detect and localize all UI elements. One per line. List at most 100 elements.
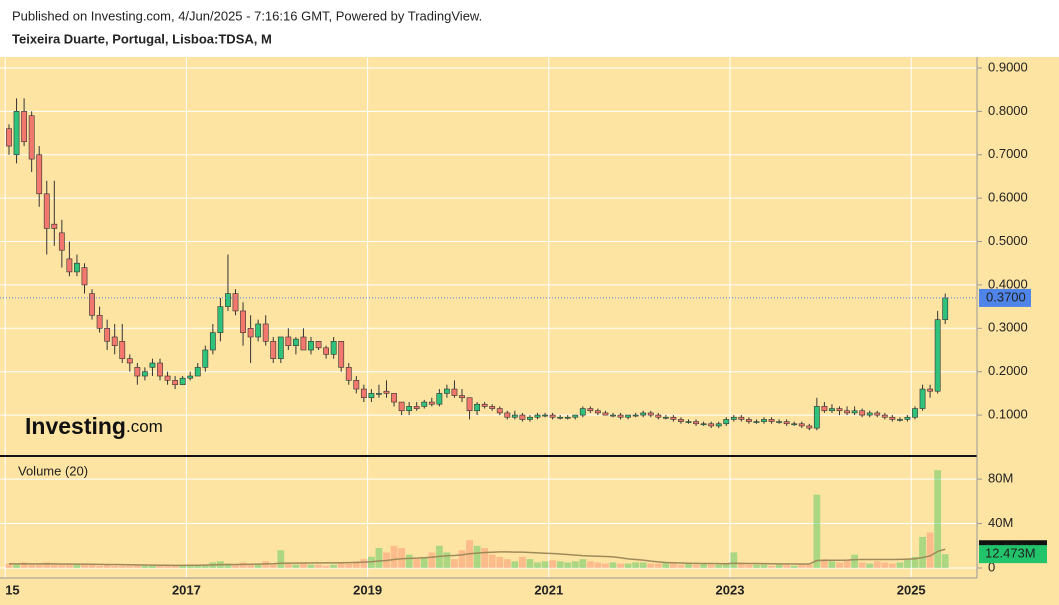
candle-body [715,423,722,427]
volume-bar [496,556,504,568]
candle-body [428,401,435,405]
volume-bar [20,562,28,568]
volume-bar [164,565,171,568]
volume-bar [556,561,564,568]
candle-body [557,416,564,419]
y-tick-label: 0.9000 [988,59,1028,74]
candle-body [421,401,428,407]
y-tick-label: 0.7000 [988,146,1028,161]
candle-body [859,410,866,416]
candle-body [36,154,43,195]
candle-body [564,416,571,419]
volume-bar [398,548,405,568]
candle-body [896,419,903,421]
candle-body [330,341,337,355]
volume-bar [919,536,926,568]
candle-body [685,421,692,423]
volume-bar [58,564,66,568]
candle-body [678,419,684,422]
x-tick-label: 2025 [897,582,926,597]
volume-bar [609,562,617,568]
volume-bar [707,564,715,568]
candle-body [647,412,654,416]
volume-bar [405,554,413,568]
candle-body [625,414,631,418]
volume-bar [881,562,889,568]
volume-bar [904,559,911,568]
candle-body [81,267,88,286]
price-tag-label: 0.3700 [986,289,1026,304]
volume-bar [35,563,43,568]
volume-bar [186,564,194,568]
candle-body [527,416,533,420]
volume-bar [828,561,836,568]
candle-body [164,375,171,381]
volume-bar [579,559,587,568]
candle-body [904,416,911,420]
candle-body [889,416,896,420]
volume-bar [428,552,436,568]
volume-bar [888,563,896,568]
candle-body [74,262,80,273]
volume-bar [519,556,526,568]
volume-bar [858,562,866,568]
volume-bar [911,556,919,568]
volume-bar [481,548,489,568]
y-tick-label: 0.4000 [988,276,1028,291]
candle-body [436,393,443,405]
volume-bar [118,565,126,568]
volume-bar [586,561,594,568]
volume-bar [851,554,858,568]
volume-bar [330,564,338,568]
candle-body [572,414,579,418]
candle-body [813,406,820,429]
candle-body [481,403,488,407]
y-tick-label: 80M [988,471,1013,486]
candle-body [761,419,767,422]
candle-body [594,410,601,414]
volume-bar [866,563,874,568]
candle-body [285,336,292,346]
volume-bar [262,561,270,568]
candle-body [21,111,27,143]
candle-body [927,388,933,392]
candle-body [255,323,262,338]
candle-body [308,341,314,351]
volume-bar [783,564,791,568]
candle-body [617,414,624,418]
volume-bar [13,564,20,568]
volume-bar [50,564,58,568]
candle-body [693,421,699,425]
volume-bar [873,561,881,568]
volume-bar [677,564,685,568]
candle-body [874,412,881,416]
candle-body [753,421,760,423]
volume-bar [66,563,73,568]
volume-bar [753,564,760,568]
volume-bar [156,565,164,568]
volume-bar [96,565,103,568]
candle-body [149,362,156,368]
volume-bar [700,563,707,568]
candle-body [934,319,941,392]
volume-bar [126,565,134,568]
chart-title: Teixeira Duarte, Portugal, Lisboa:TDSA, … [12,31,272,46]
volume-bar [541,561,549,568]
volume-bar [745,564,753,568]
x-tick-label: 2019 [353,582,382,597]
logo-brand: Investing [25,413,126,439]
candle-body [43,193,50,229]
volume-bar [224,563,232,568]
price-tag [979,288,1031,307]
candle-body [919,388,926,409]
candle-body [398,401,405,412]
candle-body [134,367,141,377]
candle-body [602,412,609,416]
volume-bar [300,563,307,568]
volume-bar [375,548,383,568]
candle-body [708,423,715,427]
volume-bar [254,563,262,568]
candle-body [579,408,586,416]
chart-background [0,57,1059,605]
candle-body [474,403,480,412]
